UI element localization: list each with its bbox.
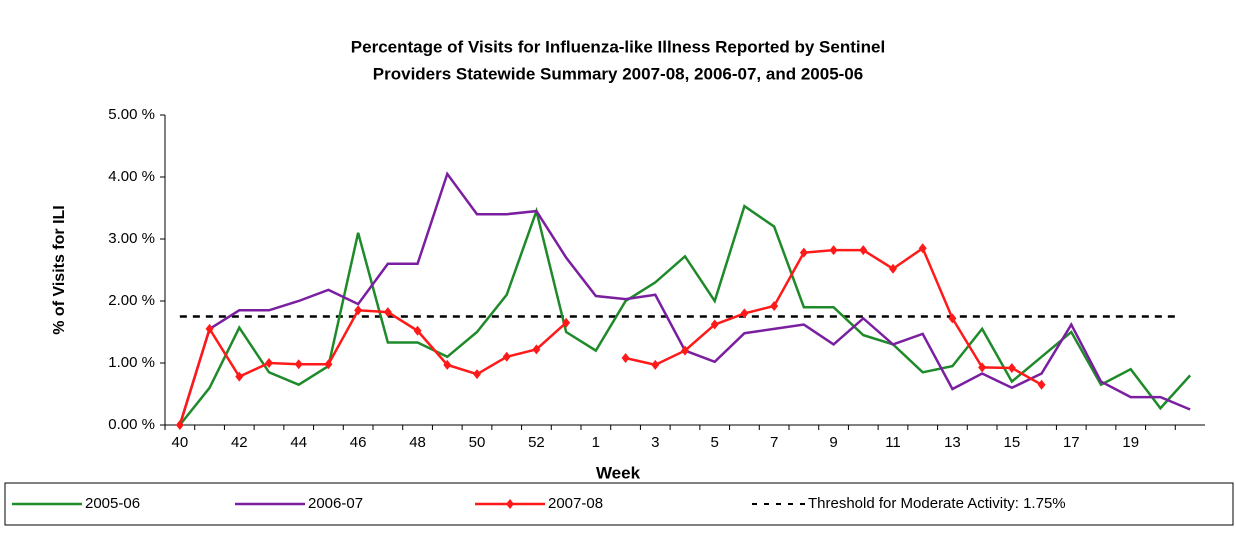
x-tick-label: 1	[592, 434, 600, 451]
series-line	[178, 171, 1191, 426]
x-tick-label: 11	[885, 434, 901, 451]
x-tick-label: 15	[1004, 434, 1021, 451]
legend-label: 2006-07	[308, 495, 363, 512]
x-tick-label: 3	[651, 434, 659, 451]
x-tick-label: 52	[528, 434, 545, 451]
x-tick-label: 44	[290, 434, 307, 451]
data-point	[651, 359, 660, 370]
data-point	[710, 319, 719, 330]
x-tick-label: 17	[1063, 434, 1080, 451]
y-tick-label: 0.00 %	[108, 416, 155, 433]
data-point	[532, 344, 541, 355]
legend-label: 2005-06	[85, 495, 140, 512]
x-tick-label: 7	[770, 434, 778, 451]
data-point	[918, 243, 927, 254]
x-tick-label: 9	[829, 434, 837, 451]
data-point	[175, 420, 184, 430]
data-point	[829, 245, 838, 256]
x-axis-label: Week	[596, 463, 641, 482]
data-point	[562, 317, 571, 328]
data-point	[383, 307, 392, 318]
data-point	[978, 362, 987, 373]
chart-subtitle: Providers Statewide Summary 2007-08, 200…	[373, 64, 863, 83]
x-tick-label: 13	[944, 434, 961, 451]
data-point	[740, 308, 749, 319]
data-point	[859, 245, 868, 256]
legend-marker	[506, 499, 514, 509]
data-point	[235, 371, 244, 382]
data-point	[473, 369, 481, 380]
data-point	[354, 305, 363, 316]
x-tick-label: 42	[231, 434, 248, 451]
data-point	[294, 359, 303, 370]
x-tick-label: 50	[469, 434, 486, 451]
chart-title: Percentage of Visits for Influenza-like …	[351, 37, 885, 56]
data-point	[1007, 362, 1016, 373]
data-point	[413, 325, 422, 336]
x-tick-label: 40	[172, 434, 189, 451]
data-point	[621, 353, 630, 364]
y-tick-label: 1.00 %	[108, 354, 155, 371]
data-point	[770, 300, 779, 311]
x-tick-label: 48	[409, 434, 426, 451]
x-tick-label: 19	[1122, 434, 1139, 451]
y-tick-label: 3.00 %	[108, 230, 155, 247]
y-tick-label: 2.00 %	[108, 292, 155, 309]
legend-label: Threshold for Moderate Activity: 1.75%	[808, 495, 1066, 512]
data-point	[502, 351, 511, 362]
data-point	[205, 323, 214, 334]
data-point	[681, 345, 689, 356]
data-point	[799, 247, 808, 258]
data-point	[948, 313, 957, 324]
data-point	[324, 359, 333, 370]
legend-box	[4, 482, 1234, 526]
data-point	[1037, 379, 1046, 390]
legend-label: 2007-08	[548, 495, 603, 512]
x-tick-label: 46	[350, 434, 367, 451]
data-point	[889, 263, 897, 274]
y-tick-label: 4.00 %	[108, 168, 155, 185]
y-axis-label: % of Visits for ILI	[51, 205, 68, 335]
x-tick-label: 5	[711, 434, 719, 451]
y-tick-label: 5.00 %	[108, 106, 155, 123]
data-point	[443, 359, 452, 370]
data-point	[265, 358, 273, 368]
